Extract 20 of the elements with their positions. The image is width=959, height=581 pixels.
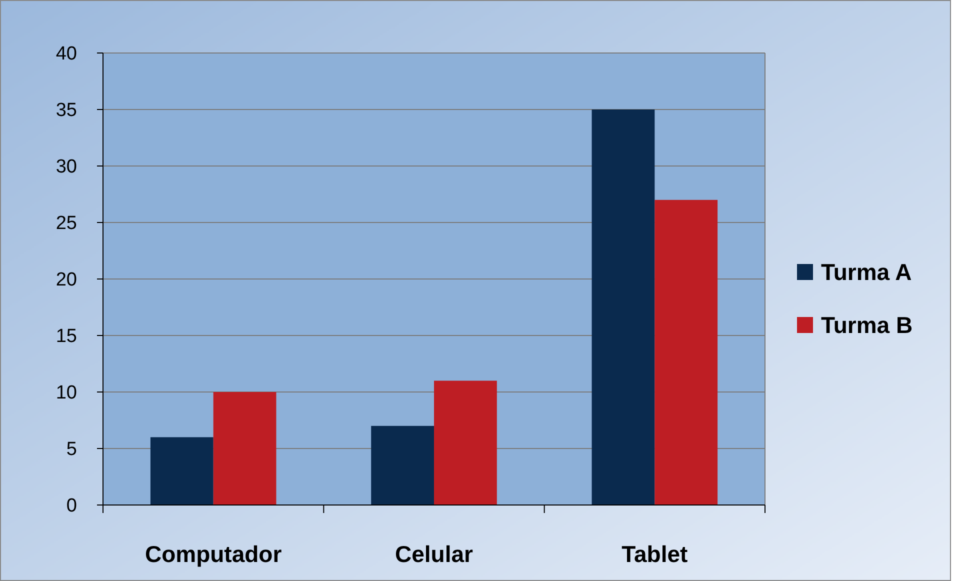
x-tick-label: Tablet [622,541,688,567]
y-tick-label: 20 [56,270,77,291]
bar [213,392,276,505]
bar [592,110,655,505]
bar [150,437,214,505]
bar [654,200,718,505]
y-tick-label: 15 [56,326,77,348]
legend-label: Turma B [821,312,913,338]
y-tick-label: 25 [56,213,77,234]
y-tick-label: 35 [56,100,77,122]
x-tick-label: Computador [144,541,282,567]
y-tick-label: 0 [66,496,77,517]
y-tick-label: 10 [56,382,77,404]
bar [434,380,497,505]
bar [371,426,434,505]
x-tick-label: Celular [395,541,474,567]
y-tick-label: 40 [56,44,77,65]
y-tick-label: 5 [66,439,77,460]
y-tick-label: 30 [56,156,77,178]
legend-label: Turma A [821,259,912,286]
